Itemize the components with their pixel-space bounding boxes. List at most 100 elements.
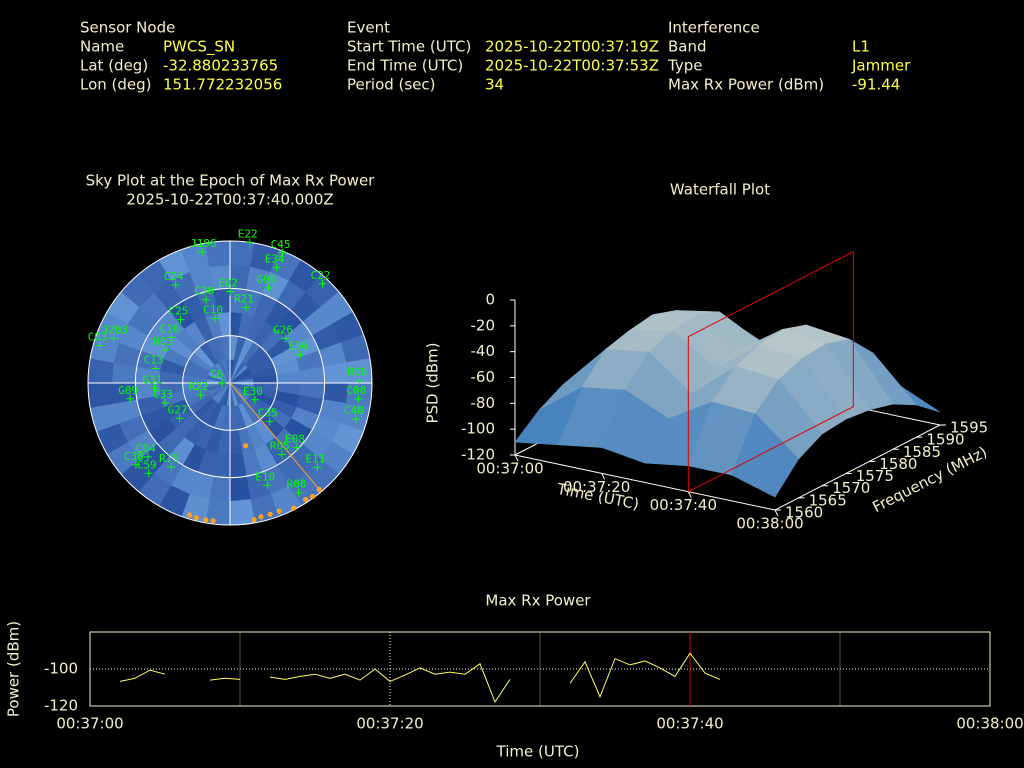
sky-cell <box>229 499 255 525</box>
x-tick-label: 00:37:20 <box>356 715 423 733</box>
satellite-label: C22 <box>311 269 331 282</box>
satellite-mark <box>126 394 135 403</box>
satellite-label: G05 <box>256 273 276 286</box>
jammer-detection <box>303 496 309 503</box>
field-value: 2025-10-22T00:37:53Z <box>485 57 659 75</box>
frequency-tick-label: 1565 <box>809 491 847 509</box>
jammer-detection <box>276 508 282 514</box>
satellite-label: C38 <box>124 450 144 463</box>
satellite-mark <box>211 314 220 323</box>
satellite-mark <box>277 450 286 459</box>
satellite-label: J196 <box>190 237 217 250</box>
satellite-mark <box>95 341 104 350</box>
psd-tick-label: -40 <box>471 342 496 360</box>
line-title: Max Rx Power <box>485 592 591 610</box>
line-x-label: Time (UTC) <box>496 743 580 761</box>
jammer-detection <box>258 514 264 520</box>
satellite-mark <box>296 350 305 359</box>
satellite-label: C48 <box>344 404 364 417</box>
time-axis <box>514 454 776 511</box>
satellite-mark <box>109 334 118 343</box>
satellite-mark <box>161 398 170 407</box>
field-label: End Time (UTC) <box>347 57 463 75</box>
satellite-mark <box>167 333 176 342</box>
field-label: Max Rx Power (dBm) <box>668 76 824 94</box>
sky-cell <box>88 382 114 408</box>
y-tick-label: -120 <box>44 697 78 715</box>
field-value: L1 <box>852 38 870 56</box>
time-tick <box>601 473 606 480</box>
field-label: Period (sec) <box>347 76 436 94</box>
frequency-axis <box>774 424 941 511</box>
satellite-label: R06 <box>347 366 367 379</box>
satellite-mark <box>355 376 364 385</box>
frequency-tick-label: 1580 <box>879 455 917 473</box>
waterfall-title: Waterfall Plot <box>670 181 770 199</box>
satellite-mark <box>167 463 176 472</box>
satellite-label: E11 <box>305 452 325 465</box>
satellite-mark <box>143 452 152 461</box>
power-line <box>119 652 721 703</box>
satellite-label: R08 <box>287 478 307 491</box>
satellite-label: C04 <box>136 442 156 455</box>
satellite-label: C24 <box>164 270 184 283</box>
field-label: Start Time (UTC) <box>347 38 471 56</box>
satellite-label: E10 <box>255 470 275 483</box>
time-tick-label: 00:37:00 <box>476 460 543 478</box>
jammer-detection <box>243 443 249 449</box>
sky-cell <box>346 358 372 384</box>
satellite-label: C6 <box>210 368 223 381</box>
satellite-mark <box>150 384 159 393</box>
satellite-label: E36 <box>288 340 308 353</box>
frequency-tick-label: 1570 <box>832 479 870 497</box>
satellite-mark <box>264 283 273 292</box>
line-y-label: Power (dBm) <box>5 621 23 717</box>
frequency-tick-label: 1585 <box>903 443 941 461</box>
field-label: Name <box>80 38 124 56</box>
satellite-label: R03 <box>153 335 173 348</box>
frequency-tick-label: 1595 <box>950 419 988 437</box>
satellite-mark <box>292 443 301 452</box>
satellite-label: R22 <box>189 380 209 393</box>
satellite-mark <box>161 346 170 355</box>
frequency-tick-label: 1575 <box>856 467 894 485</box>
y-tick-label: -100 <box>44 660 78 678</box>
satellite-mark <box>351 415 360 424</box>
satellite-mark <box>144 469 153 478</box>
satellite-label: C33 <box>153 388 173 401</box>
satellite-label: C03 <box>88 331 108 344</box>
time-tick <box>514 454 519 462</box>
satellite-label: C08 <box>346 384 366 397</box>
satellite-mark <box>242 303 251 312</box>
sky-cells <box>88 241 372 525</box>
psd-tick-label: -60 <box>471 368 496 386</box>
field-label: Band <box>668 38 707 56</box>
satellite-mark <box>202 295 211 304</box>
satellite-mark <box>278 248 287 257</box>
satellite-label: C13 <box>144 354 164 367</box>
satellite-mark <box>294 488 303 497</box>
time-tick-label: 00:38:00 <box>736 515 803 533</box>
satellite-mark <box>272 263 281 272</box>
waterfall-z-label: PSD (dBm) <box>424 342 442 423</box>
satellite-mark <box>250 395 259 404</box>
satellite-mark <box>318 279 327 288</box>
satellite-mark <box>171 281 180 290</box>
section-title: Interference <box>668 19 760 37</box>
jammer-detection <box>291 505 297 511</box>
psd-surface-cell <box>731 413 799 498</box>
jammer-detection <box>193 515 200 521</box>
field-value: PWCS_SN <box>163 38 235 57</box>
jammer-detection <box>267 511 273 517</box>
satellite-label: C16 <box>160 322 180 335</box>
satellite-label: C45 <box>271 238 291 251</box>
jammer-detection <box>210 518 216 524</box>
sky-title: Sky Plot at the Epoch of Max Rx Power <box>86 172 376 190</box>
satellite-label: C30 <box>194 285 214 298</box>
x-tick-label: 00:38:00 <box>956 715 1023 733</box>
satellite-label: G27 <box>168 403 188 416</box>
psd-tick-label: 0 <box>485 291 495 309</box>
satellite-mark <box>176 315 185 324</box>
psd-tick-label: -80 <box>471 394 496 412</box>
